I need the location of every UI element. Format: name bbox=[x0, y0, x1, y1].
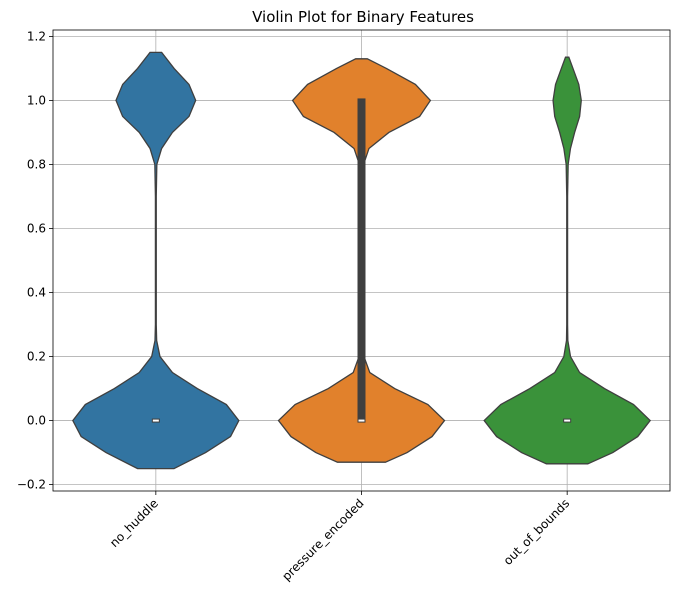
median-pressure_encoded bbox=[358, 419, 365, 422]
y-tick-label: 0.6 bbox=[27, 221, 46, 235]
x-axis: no_huddle pressure_encoded out_of_bounds bbox=[107, 491, 572, 583]
x-tick-label: pressure_encoded bbox=[279, 496, 366, 583]
y-tick-label: 0.0 bbox=[27, 414, 46, 428]
violin-out_of_bounds bbox=[483, 56, 652, 465]
y-tick-label: −0.2 bbox=[17, 478, 46, 492]
y-tick-label: 0.8 bbox=[27, 157, 46, 171]
median-out_of_bounds bbox=[564, 419, 571, 422]
y-tick-label: 1.2 bbox=[27, 29, 46, 43]
y-tick-label: 0.4 bbox=[27, 286, 46, 300]
iqr-box-pressure_encoded bbox=[357, 98, 366, 423]
violins bbox=[72, 51, 652, 470]
x-tick-label: out_of_bounds bbox=[501, 496, 573, 568]
violin-no_huddle bbox=[72, 51, 240, 470]
y-tick-label: 0.2 bbox=[27, 350, 46, 364]
x-tick-label: no_huddle bbox=[107, 496, 161, 550]
median-no_huddle bbox=[152, 419, 159, 422]
y-axis: −0.2 0.0 0.2 0.4 0.6 0.8 1.0 1.2 bbox=[17, 29, 53, 492]
chart-title: Violin Plot for Binary Features bbox=[252, 8, 474, 26]
y-tick-label: 1.0 bbox=[27, 93, 46, 107]
